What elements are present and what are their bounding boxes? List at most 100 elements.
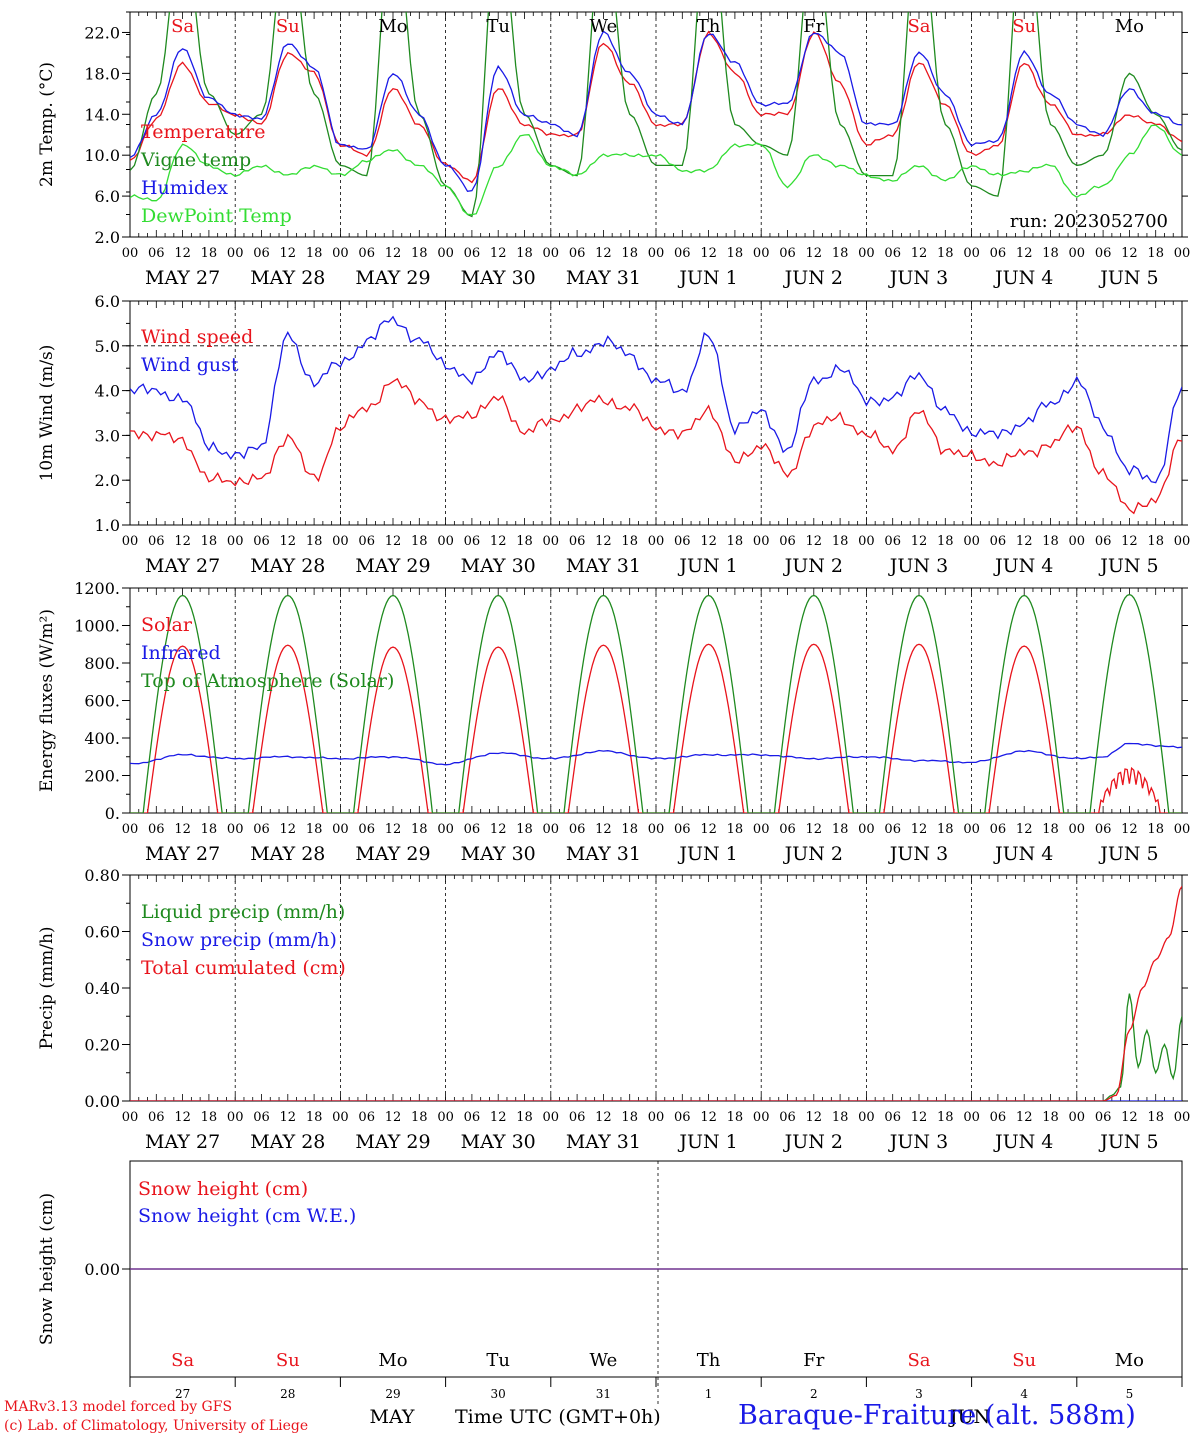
legend-vigne-temp: Vigne temp (140, 149, 251, 171)
date-label: MAY 28 (250, 843, 325, 865)
hour-tick-label: 18 (411, 246, 428, 261)
legend-dewpoint-temp: DewPoint Temp (141, 205, 292, 227)
hour-tick-label: 12 (490, 822, 507, 837)
series-line-infrared (130, 742, 1182, 766)
weekday-label: Mo (378, 16, 407, 37)
hour-tick-label: 12 (490, 1110, 507, 1125)
day-number: 3 (915, 1387, 923, 1401)
date-label: JUN 4 (993, 555, 1053, 577)
hour-tick-label: 00 (122, 246, 139, 261)
hour-tick-label: 12 (174, 534, 191, 549)
date-label: MAY 27 (145, 843, 220, 865)
hour-tick-label: 18 (1147, 822, 1164, 837)
date-label: MAY 30 (461, 1131, 536, 1153)
month-label: MAY (370, 1406, 415, 1428)
y-tick-label: 2.0 (95, 471, 120, 490)
legend-snow-precip-mm-h-: Snow precip (mm/h) (141, 929, 337, 951)
date-label: MAY 30 (461, 267, 536, 289)
date-label: JUN 5 (1098, 267, 1158, 289)
date-label: JUN 4 (993, 843, 1053, 865)
hour-tick-label: 18 (832, 246, 849, 261)
hour-tick-label: 06 (253, 534, 270, 549)
weekday-label: Th (697, 1350, 721, 1371)
series-line-top-of-atmosphere-solar- (130, 593, 1182, 813)
y-axis-label: Precip (mm/h) (37, 926, 57, 1049)
hour-tick-label: 18 (727, 246, 744, 261)
date-label: MAY 29 (355, 1131, 430, 1153)
hour-tick-label: 18 (937, 822, 954, 837)
hour-tick-label: 12 (911, 1110, 928, 1125)
panel-frame (129, 11, 1183, 238)
hour-tick-label: 12 (806, 246, 823, 261)
month-label: JUN (948, 1406, 990, 1428)
legend-wind-gust: Wind gust (141, 354, 239, 376)
date-label: JUN 2 (783, 1131, 843, 1153)
hour-tick-label: 18 (306, 534, 323, 549)
hour-tick-label: 12 (595, 534, 612, 549)
hour-tick-label: 18 (1147, 246, 1164, 261)
weekday-label: Fr (803, 1350, 824, 1371)
hour-tick-label: 12 (595, 822, 612, 837)
panel-4 (122, 874, 1188, 1102)
y-tick-label: 400. (84, 729, 120, 748)
legend-solar: Solar (141, 614, 193, 636)
hour-tick-label: 06 (1095, 534, 1112, 549)
panel-3 (122, 587, 1188, 814)
hour-tick-label: 00 (858, 246, 875, 261)
hour-tick-label: 06 (148, 246, 165, 261)
date-label: JUN 3 (888, 267, 948, 289)
y-tick-label: 1200. (74, 579, 120, 598)
hour-tick-label: 00 (1069, 534, 1086, 549)
date-label: MAY 29 (355, 843, 430, 865)
hour-tick-label: 06 (569, 246, 586, 261)
panel-frame (129, 300, 1183, 526)
panel-1 (122, 11, 1188, 238)
y-tick-label: 0.80 (84, 866, 120, 885)
weekday-label: Mo (1115, 1350, 1144, 1371)
hour-tick-label: 00 (332, 822, 349, 837)
hour-tick-label: 18 (201, 534, 218, 549)
hour-tick-label: 06 (1095, 1110, 1112, 1125)
hour-tick-label: 12 (1016, 534, 1033, 549)
hour-tick-label: 12 (385, 1110, 402, 1125)
hour-tick-label: 00 (648, 534, 665, 549)
date-label: MAY 27 (145, 555, 220, 577)
date-label: MAY 31 (566, 267, 641, 289)
hour-tick-label: 18 (727, 822, 744, 837)
hour-tick-label: 00 (858, 1110, 875, 1125)
hour-tick-label: 00 (227, 822, 244, 837)
y-tick-label: 800. (84, 654, 120, 673)
y-axis-label: Snow height (cm) (37, 1193, 57, 1345)
hour-tick-label: 06 (674, 246, 691, 261)
hour-tick-label: 18 (1042, 534, 1059, 549)
weekday-label: Tu (486, 16, 510, 37)
legend-snow-height-cm-w-e-: Snow height (cm W.E.) (138, 1205, 356, 1227)
time-ticks (129, 301, 1183, 525)
day-number: 4 (1020, 1387, 1028, 1401)
date-label: JUN 1 (677, 555, 737, 577)
date-label: JUN 2 (783, 843, 843, 865)
hour-tick-label: 18 (201, 246, 218, 261)
hour-tick-label: 00 (543, 1110, 560, 1125)
day-number: 28 (280, 1387, 295, 1401)
hour-tick-label: 00 (122, 1110, 139, 1125)
y-axis-label: 2m Temp. (°C) (37, 62, 57, 187)
y-tick-label: 0.00 (84, 1260, 120, 1279)
hour-tick-label: 18 (1042, 822, 1059, 837)
hour-tick-label: 06 (884, 822, 901, 837)
hour-tick-label: 00 (963, 534, 980, 549)
time-ticks (129, 875, 1183, 1101)
hour-tick-label: 12 (280, 1110, 297, 1125)
hour-tick-label: 18 (621, 822, 638, 837)
hour-tick-label: 06 (464, 822, 481, 837)
hour-tick-label: 12 (385, 246, 402, 261)
hour-tick-label: 00 (753, 822, 770, 837)
model-credit-line-2: (c) Lab. of Climatology, University of L… (4, 1418, 309, 1434)
y-tick-label: 0.40 (84, 979, 120, 998)
hour-tick-label: 18 (306, 1110, 323, 1125)
hour-tick-label: 06 (884, 246, 901, 261)
hour-tick-label: 06 (779, 822, 796, 837)
hour-tick-label: 18 (937, 1110, 954, 1125)
hour-tick-label: 18 (1147, 1110, 1164, 1125)
y-tick-label: 0.20 (84, 1036, 120, 1055)
